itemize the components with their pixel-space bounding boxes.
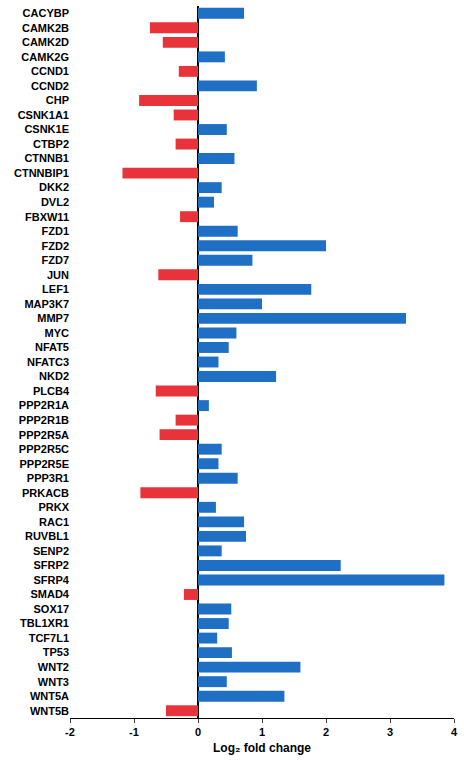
svg-text:PRKACB: PRKACB [22, 487, 69, 499]
svg-text:JUN: JUN [47, 269, 69, 281]
svg-text:PPP2R5C: PPP2R5C [19, 443, 69, 455]
svg-text:PPP2R5E: PPP2R5E [19, 458, 69, 470]
svg-text:4: 4 [451, 726, 458, 738]
svg-text:WNT3: WNT3 [38, 676, 69, 688]
svg-text:CAMK2B: CAMK2B [22, 22, 69, 34]
svg-text:0: 0 [195, 726, 201, 738]
svg-text:LEF1: LEF1 [42, 283, 69, 295]
svg-text:CCND2: CCND2 [31, 80, 69, 92]
svg-text:-2: -2 [65, 726, 75, 738]
svg-text:DVL2: DVL2 [41, 196, 69, 208]
svg-text:RUVBL1: RUVBL1 [25, 530, 69, 542]
svg-text:-1: -1 [129, 726, 139, 738]
svg-text:TBL1XR1: TBL1XR1 [20, 617, 69, 629]
svg-text:SFRP2: SFRP2 [34, 559, 69, 571]
svg-text:TP53: TP53 [43, 646, 69, 658]
svg-text:PRKX: PRKX [38, 501, 69, 513]
svg-text:CSNK1E: CSNK1E [24, 123, 69, 135]
svg-text:SFRP4: SFRP4 [34, 574, 70, 586]
svg-text:2: 2 [323, 726, 329, 738]
svg-text:WNT2: WNT2 [38, 661, 69, 673]
svg-text:DKK2: DKK2 [39, 181, 69, 193]
svg-text:WNT5B: WNT5B [30, 705, 69, 717]
svg-text:SENP2: SENP2 [33, 545, 69, 557]
svg-text:MAP3K7: MAP3K7 [24, 298, 69, 310]
svg-text:CAMK2G: CAMK2G [21, 51, 69, 63]
svg-text:FZD7: FZD7 [42, 254, 70, 266]
svg-text:CTBP2: CTBP2 [33, 138, 69, 150]
svg-text:MYC: MYC [45, 327, 70, 339]
svg-text:PPP2R1B: PPP2R1B [19, 414, 69, 426]
svg-text:NKD2: NKD2 [39, 370, 69, 382]
svg-text:TCF7L1: TCF7L1 [29, 632, 69, 644]
svg-text:1: 1 [259, 726, 265, 738]
svg-text:SMAD4: SMAD4 [30, 588, 69, 600]
svg-text:CAMK2D: CAMK2D [22, 36, 69, 48]
svg-text:PLCB4: PLCB4 [33, 385, 70, 397]
svg-text:CACYBP: CACYBP [23, 7, 69, 19]
svg-text:FZD2: FZD2 [42, 240, 70, 252]
svg-text:CSNK1A1: CSNK1A1 [18, 109, 69, 121]
svg-text:RAC1: RAC1 [39, 516, 69, 528]
svg-text:PPP3R1: PPP3R1 [27, 472, 69, 484]
svg-text:WNT5A: WNT5A [30, 690, 69, 702]
svg-text:SOX17: SOX17 [34, 603, 69, 615]
svg-text:NFAT5: NFAT5 [35, 341, 69, 353]
svg-text:3: 3 [387, 726, 393, 738]
svg-text:MMP7: MMP7 [37, 312, 69, 324]
svg-text:PPP2R1A: PPP2R1A [19, 399, 69, 411]
svg-text:PPP2R5A: PPP2R5A [19, 429, 69, 441]
svg-text:CTNNBIP1: CTNNBIP1 [14, 167, 69, 179]
svg-text:FZD1: FZD1 [42, 225, 70, 237]
svg-text:CCND1: CCND1 [31, 65, 69, 77]
svg-text:FBXW11: FBXW11 [25, 211, 69, 223]
svg-text:CHP: CHP [46, 94, 69, 106]
svg-text:Log₂ fold change: Log₂ fold change [213, 741, 311, 755]
svg-text:NFATC3: NFATC3 [27, 356, 69, 368]
svg-text:CTNNB1: CTNNB1 [24, 152, 69, 164]
